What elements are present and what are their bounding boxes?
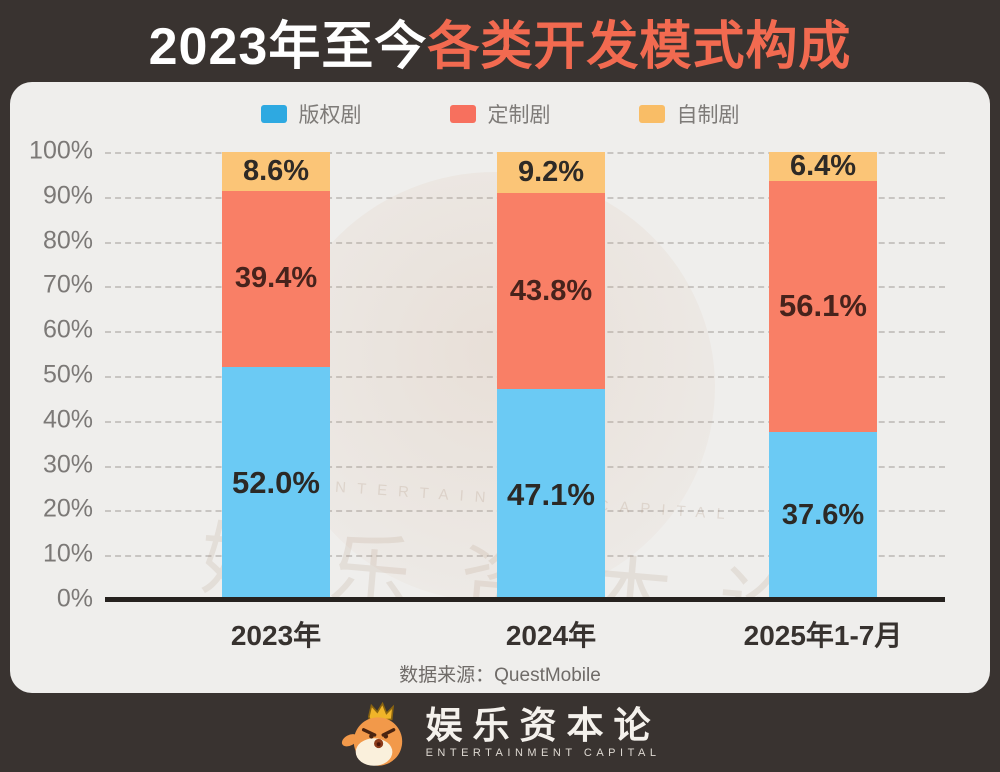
bar-segment-定制剧: 56.1%	[769, 180, 877, 432]
bar-value-label: 6.4%	[789, 149, 857, 182]
legend-label: 自制剧	[676, 104, 740, 127]
bar-segment-定制剧: 43.8%	[497, 193, 605, 390]
bar-value-label: 56.1%	[779, 288, 867, 324]
title-highlight: 各类开发模式构成	[427, 17, 852, 76]
legend-item-定制剧: 定制剧	[449, 100, 551, 128]
x-axis-label-2024年: 2024年	[505, 620, 597, 651]
bar-segment-版权剧: 37.6%	[769, 431, 877, 600]
y-axis-tick-label: 0%	[56, 584, 93, 613]
bar-segment-自制剧: 9.2%	[497, 152, 605, 194]
legend-item-版权剧: 版权剧	[260, 100, 362, 128]
footer: 娱乐资本论 ENTERTAINMENT CAPITAL	[0, 693, 1000, 772]
stacked-bar-2024年: 9.2% 43.8% 47.1%	[497, 152, 605, 600]
y-axis-tick-label: 90%	[42, 181, 93, 210]
y-axis-tick-label: 100%	[29, 136, 93, 165]
bar-value-label: 9.2%	[517, 156, 585, 189]
legend: 版权剧 定制剧 自制剧	[10, 82, 990, 128]
stacked-bar-2023年: 8.6% 39.4% 52.0%	[222, 152, 330, 600]
logo-chinese-name: 娱乐资本论	[425, 702, 661, 747]
legend-item-自制剧: 自制剧	[638, 100, 740, 128]
y-axis-tick-label: 80%	[42, 225, 93, 254]
bar-value-label: 52.0%	[232, 465, 320, 501]
legend-label: 版权剧	[298, 104, 362, 127]
bar-value-label: 37.6%	[781, 499, 865, 532]
y-axis-tick-label: 50%	[42, 360, 93, 389]
bar-segment-版权剧: 52.0%	[222, 367, 330, 600]
x-axis-line	[105, 597, 945, 602]
logo-text: 娱乐资本论 ENTERTAINMENT CAPITAL	[425, 702, 661, 760]
x-axis-label-2023年: 2023年	[230, 620, 322, 651]
y-axis-tick-label: 60%	[42, 315, 93, 344]
legend-swatch	[638, 105, 665, 123]
source-text: 数据来源：QuestMobile	[399, 665, 601, 686]
bar-value-label: 47.1%	[507, 476, 595, 512]
legend-swatch	[260, 105, 287, 123]
bar-segment-定制剧: 39.4%	[222, 190, 330, 368]
bar-value-label: 8.6%	[242, 154, 310, 187]
y-axis-tick-label: 70%	[42, 270, 93, 299]
bar-segment-自制剧: 6.4%	[769, 149, 877, 182]
bar-segment-版权剧: 47.1%	[497, 389, 605, 600]
x-axis-label-2025年1-7月: 2025年1-7月	[743, 620, 903, 651]
y-axis-tick-label: 40%	[42, 405, 93, 434]
bar-segment-自制剧: 8.6%	[222, 152, 330, 191]
bar-value-label: 43.8%	[509, 274, 593, 307]
legend-label: 定制剧	[487, 104, 551, 127]
plot-area: ENTERTAINMENT CAPITAL 娱乐资本论 100%90%80%70…	[29, 136, 945, 612]
title-prefix: 2023年至今	[148, 17, 428, 76]
y-axis-tick-label: 20%	[42, 494, 93, 523]
watermark-mascot-silhouette	[275, 172, 715, 600]
logo-english-name: ENTERTAINMENT CAPITAL	[425, 747, 661, 760]
x-axis-labels: 2023年 2024年 2025年1-7月	[105, 614, 945, 651]
y-axis-tick-label: 10%	[42, 539, 93, 568]
stacked-bar-2025年1-7月: 6.4% 56.1% 37.6%	[769, 149, 877, 600]
mascot-logo-icon	[341, 701, 402, 766]
bar-value-label: 39.4%	[234, 262, 318, 295]
header: 2023年至今各类开发模式构成	[0, 0, 1000, 82]
legend-swatch	[449, 105, 476, 123]
page-title: 2023年至今各类开发模式构成	[149, 4, 852, 79]
y-axis-tick-label: 30%	[42, 449, 93, 478]
